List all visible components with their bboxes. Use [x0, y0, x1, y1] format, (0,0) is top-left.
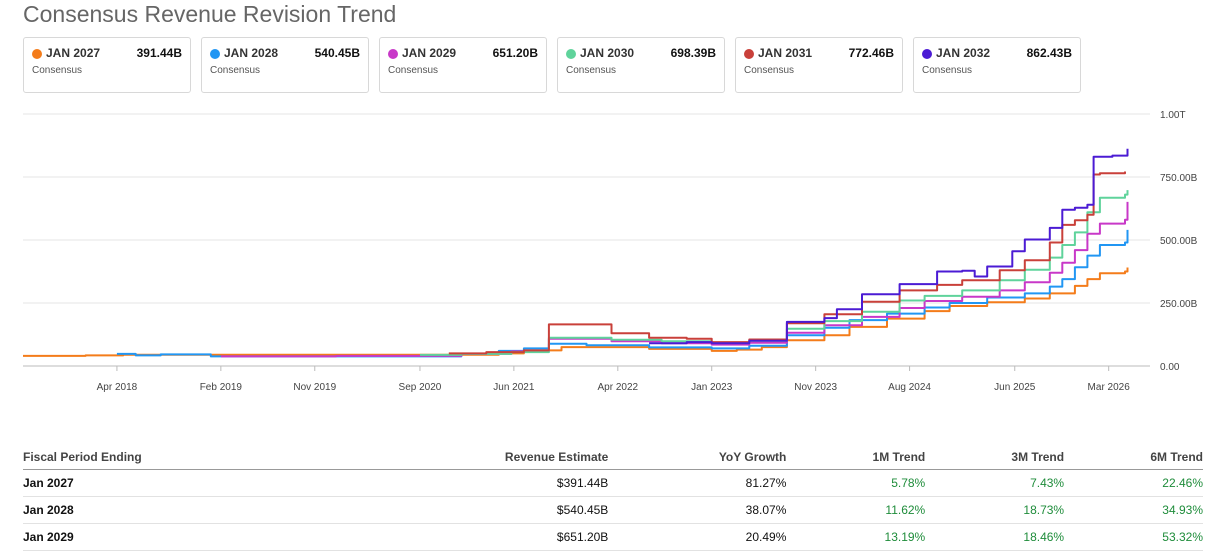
series-dot-icon: [566, 49, 576, 59]
column-header[interactable]: 3M Trend: [925, 445, 1065, 470]
legend-card-value: 651.20B: [492, 46, 538, 60]
legend-card-value: 698.39B: [670, 46, 716, 60]
legend-card-sub: Consensus: [32, 65, 83, 76]
x-tick-label: Feb 2019: [200, 382, 243, 393]
y-tick-label: 0.00: [1160, 362, 1180, 373]
x-tick-label: Mar 2026: [1088, 382, 1131, 393]
x-tick-label: Jan 2023: [691, 382, 733, 393]
legend-card-value: 862.43B: [1026, 46, 1072, 60]
x-tick-label: Jun 2021: [493, 382, 535, 393]
legend-card-name: JAN 2028: [224, 46, 279, 60]
legend-card-value: 772.46B: [848, 46, 894, 60]
column-header[interactable]: 6M Trend: [1064, 445, 1203, 470]
series-line-jan-2030: [420, 190, 1129, 356]
legend-card-jan-2027[interactable]: JAN 2027 391.44B Consensus: [23, 37, 191, 93]
x-tick-label: Apr 2022: [598, 382, 639, 393]
series-line-jan-2029: [220, 201, 1129, 358]
legend-card-sub: Consensus: [744, 65, 795, 76]
table-header-row: Fiscal Period Ending Revenue Estimate Yo…: [23, 445, 1203, 470]
series-line-jan-2031: [448, 171, 1126, 355]
table-cell: 38.07%: [608, 496, 787, 524]
column-header[interactable]: YoY Growth: [608, 445, 787, 470]
x-tick-label: Jun 2025: [994, 382, 1036, 393]
table-cell: 11.62%: [786, 496, 926, 524]
y-tick-label: 750.00B: [1160, 173, 1198, 184]
x-tick-label: Apr 2018: [97, 382, 138, 393]
legend-card-name: JAN 2030: [580, 46, 635, 60]
table-cell: Jan 2027: [23, 469, 336, 497]
table-cell: 20.49%: [608, 523, 787, 551]
table-cell: 18.46%: [925, 523, 1065, 551]
x-tick-label: Nov 2023: [794, 382, 837, 393]
revenue-trend-chart[interactable]: 0.00 250.00B 500.00B 750.00B 1.00T Apr 2018 Fe…: [0, 98, 1222, 408]
column-header[interactable]: Revenue Estimate: [335, 445, 609, 470]
legend-card-jan-2031[interactable]: JAN 2031 772.46B Consensus: [735, 37, 903, 93]
x-tick-label: Aug 2024: [888, 382, 931, 393]
table-cell: 34.93%: [1064, 496, 1203, 524]
series-dot-icon: [744, 49, 754, 59]
table-cell: Jan 2028: [23, 496, 336, 524]
x-tick-label: Sep 2020: [399, 382, 442, 393]
series-dot-icon: [922, 49, 932, 59]
revenue-estimates-table: Fiscal Period Ending Revenue Estimate Yo…: [23, 445, 1203, 551]
y-tick-label: 500.00B: [1160, 236, 1198, 247]
table-cell: $540.45B: [335, 496, 609, 524]
table-cell: Jan 2029: [23, 523, 336, 551]
table-cell: 53.32%: [1064, 523, 1203, 551]
y-tick-label: 1.00T: [1160, 110, 1186, 121]
legend-card-jan-2029[interactable]: JAN 2029 651.20B Consensus: [379, 37, 547, 93]
legend-card-name: JAN 2031: [758, 46, 813, 60]
table-cell: 81.27%: [608, 469, 787, 497]
table-cell: 18.73%: [925, 496, 1065, 524]
legend-card-jan-2030[interactable]: JAN 2030 698.39B Consensus: [557, 37, 725, 93]
table-cell: 22.46%: [1064, 469, 1203, 497]
series-line-jan-2028: [116, 229, 1129, 358]
legend-card-value: 540.45B: [314, 46, 360, 60]
x-tick-label: Nov 2019: [293, 382, 336, 393]
table-row: Jan 2028 $540.45B 38.07% 11.62% 18.73% 3…: [23, 496, 1203, 524]
y-tick-label: 250.00B: [1160, 299, 1198, 310]
legend-card-sub: Consensus: [922, 65, 973, 76]
legend-card-sub: Consensus: [566, 65, 617, 76]
page-title: Consensus Revenue Revision Trend: [23, 1, 397, 27]
table-cell: 13.19%: [786, 523, 926, 551]
legend-card-jan-2032[interactable]: JAN 2032 862.43B Consensus: [913, 37, 1081, 93]
legend-card-name: JAN 2027: [46, 46, 101, 60]
series-line-jan-2032: [649, 148, 1129, 345]
series-dot-icon: [210, 49, 220, 59]
column-header[interactable]: Fiscal Period Ending: [23, 445, 336, 470]
legend-card-sub: Consensus: [210, 65, 261, 76]
legend-card-value: 391.44B: [136, 46, 182, 60]
series-dot-icon: [32, 49, 42, 59]
table-cell: 5.78%: [786, 469, 926, 497]
legend-card-jan-2028[interactable]: JAN 2028 540.45B Consensus: [201, 37, 369, 93]
table-row: Jan 2029 $651.20B 20.49% 13.19% 18.46% 5…: [23, 523, 1203, 551]
legend-card-name: JAN 2029: [402, 46, 457, 60]
column-header[interactable]: 1M Trend: [786, 445, 926, 470]
table-cell: $391.44B: [335, 469, 609, 497]
legend-card-name: JAN 2032: [936, 46, 991, 60]
series-dot-icon: [388, 49, 398, 59]
table-cell: 7.43%: [925, 469, 1065, 497]
table-row: Jan 2027 $391.44B 81.27% 5.78% 7.43% 22.…: [23, 469, 1203, 497]
legend-card-sub: Consensus: [388, 65, 439, 76]
table-cell: $651.20B: [335, 523, 609, 551]
